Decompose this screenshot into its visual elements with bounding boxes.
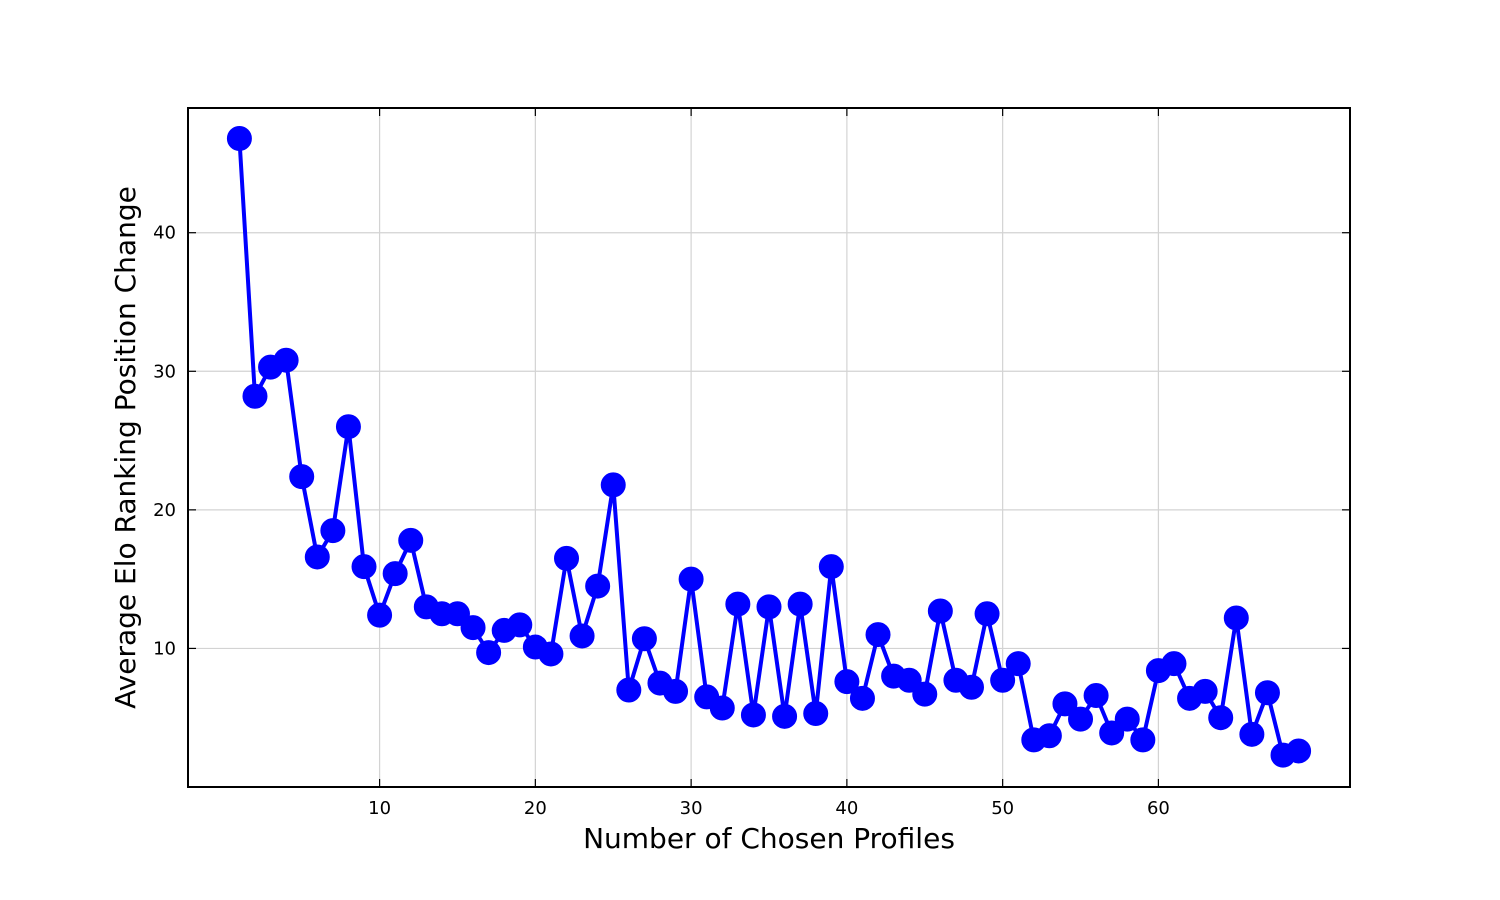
x-tick-label: 30 (680, 798, 703, 819)
data-point (912, 681, 938, 707)
x-tick-label: 40 (835, 798, 858, 819)
data-point (740, 702, 766, 728)
data-point (1192, 678, 1218, 704)
grid-layer (188, 108, 1350, 787)
data-point (818, 554, 844, 580)
data-point (367, 602, 393, 628)
data-point (709, 695, 735, 721)
data-point (772, 703, 798, 729)
data-point (1286, 738, 1312, 764)
data-point (725, 591, 751, 617)
data-point (1130, 727, 1156, 753)
data-point (476, 640, 502, 666)
data-point (803, 701, 829, 727)
data-point (1068, 706, 1094, 732)
data-point (1254, 680, 1280, 706)
x-axis-title: Number of Chosen Profiles (583, 822, 955, 855)
y-tick-label: 10 (153, 638, 176, 659)
x-tick-label: 20 (524, 798, 547, 819)
data-point (1223, 605, 1249, 631)
data-point (756, 594, 782, 620)
data-point (787, 591, 813, 617)
data-point (585, 573, 611, 599)
data-point (1052, 691, 1078, 717)
data-point (382, 561, 408, 587)
data-point (849, 685, 875, 711)
tick-layer: 10 20 30 40 50 60 10 20 30 40 (153, 108, 1350, 819)
data-point (273, 347, 299, 373)
data-point (460, 615, 486, 641)
data-point (554, 545, 580, 571)
data-point (304, 544, 330, 570)
x-tick-label: 60 (1147, 798, 1170, 819)
y-tick-label: 40 (153, 223, 176, 244)
data-point (226, 125, 252, 151)
data-point (1036, 723, 1062, 749)
data-point (351, 554, 377, 580)
data-point (974, 601, 1000, 627)
data-point (507, 612, 533, 638)
data-point (1083, 683, 1109, 709)
data-point (678, 566, 704, 592)
data-point (242, 383, 268, 409)
data-point (927, 598, 953, 624)
x-tick-label: 50 (991, 798, 1014, 819)
data-point (631, 626, 657, 652)
data-point (569, 623, 595, 649)
data-point (865, 622, 891, 648)
data-point (958, 674, 984, 700)
data-point (1208, 705, 1234, 731)
data-point (1239, 721, 1265, 747)
data-point (335, 414, 361, 440)
series-line (237, 138, 1300, 758)
data-point (834, 669, 860, 695)
data-point (663, 678, 689, 704)
data-point (990, 667, 1016, 693)
data-point (320, 518, 346, 544)
y-axis-title: Average Elo Ranking Position Change (109, 186, 142, 709)
y-tick-label: 20 (153, 500, 176, 521)
data-point (398, 527, 424, 553)
data-point (1005, 651, 1031, 677)
data-point (289, 464, 315, 490)
data-point (1114, 706, 1140, 732)
data-point (538, 641, 564, 667)
x-tick-label: 10 (368, 798, 391, 819)
data-point (616, 677, 642, 703)
data-point (600, 472, 626, 498)
data-point (1161, 651, 1187, 677)
y-tick-label: 30 (153, 361, 176, 382)
series-layer (226, 125, 1312, 768)
plot-frame (187, 107, 1351, 788)
